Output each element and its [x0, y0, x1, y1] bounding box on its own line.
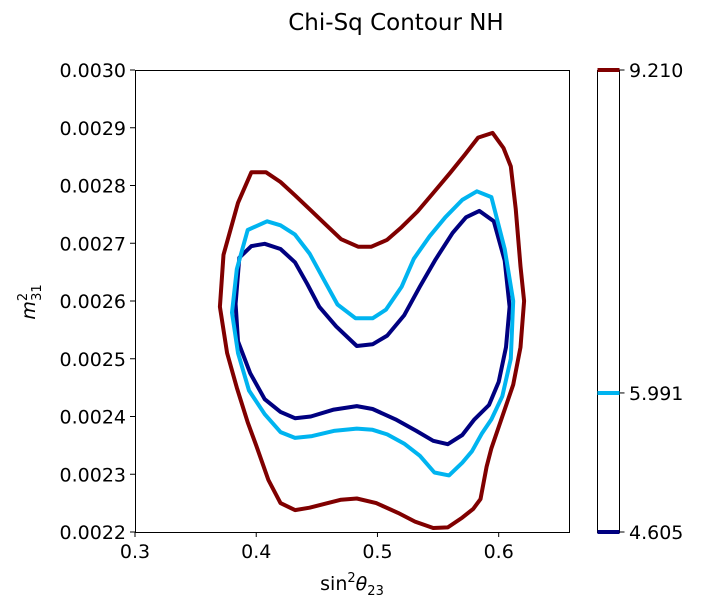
x-axis: 0.3 0.4 0.5 0.6 — [120, 532, 514, 563]
x-tick-label: 0.3 — [120, 541, 150, 563]
contour-line-4.605 — [233, 208, 512, 447]
y-tick-label: 0.0025 — [60, 349, 126, 371]
contour-line-9.210 — [217, 130, 527, 530]
contour-line-5.991 — [230, 189, 516, 478]
x-label-base: sin — [320, 573, 347, 595]
x-label-theta: θ — [356, 573, 368, 595]
y-tick-label: 0.0026 — [60, 291, 126, 313]
x-axis-label: sin2θ23 — [320, 571, 384, 599]
contour-lines — [217, 130, 527, 530]
x-label-sup: 2 — [347, 571, 355, 586]
chart-title: Chi-Sq Contour NH — [288, 10, 503, 36]
y-tick-label: 0.0030 — [60, 60, 126, 82]
colorbar: 4.605 5.991 9.210 — [597, 60, 683, 544]
y-axis-label: m231 — [16, 284, 45, 319]
x-tick-label: 0.5 — [362, 541, 392, 563]
y-label-sup: 2 — [16, 293, 31, 301]
plot-area-frame — [135, 70, 570, 533]
y-axis: 0.0022 0.0023 0.0024 0.0025 0.0026 0.0027 0.00… — [60, 60, 135, 544]
y-tick-label: 0.0022 — [60, 522, 126, 544]
colorbar-tick-label: 9.210 — [629, 60, 683, 82]
colorbar-tick-label: 4.605 — [629, 522, 683, 544]
x-label-sub: 23 — [367, 584, 384, 599]
y-tick-label: 0.0027 — [60, 233, 126, 255]
colorbar-tick-label: 5.991 — [629, 383, 683, 405]
y-tick-label: 0.0029 — [60, 118, 126, 140]
y-tick-label: 0.0024 — [60, 407, 126, 429]
y-label-base: m — [18, 301, 40, 320]
colorbar-levels: 4.605 5.991 9.210 — [597, 60, 683, 544]
y-tick-label: 0.0023 — [60, 464, 126, 486]
y-label-sub: 31 — [30, 284, 45, 301]
y-tick-label: 0.0028 — [60, 176, 126, 198]
x-tick-label: 0.4 — [241, 541, 271, 563]
x-tick-label: 0.6 — [484, 541, 514, 563]
colorbar-frame — [597, 70, 620, 533]
